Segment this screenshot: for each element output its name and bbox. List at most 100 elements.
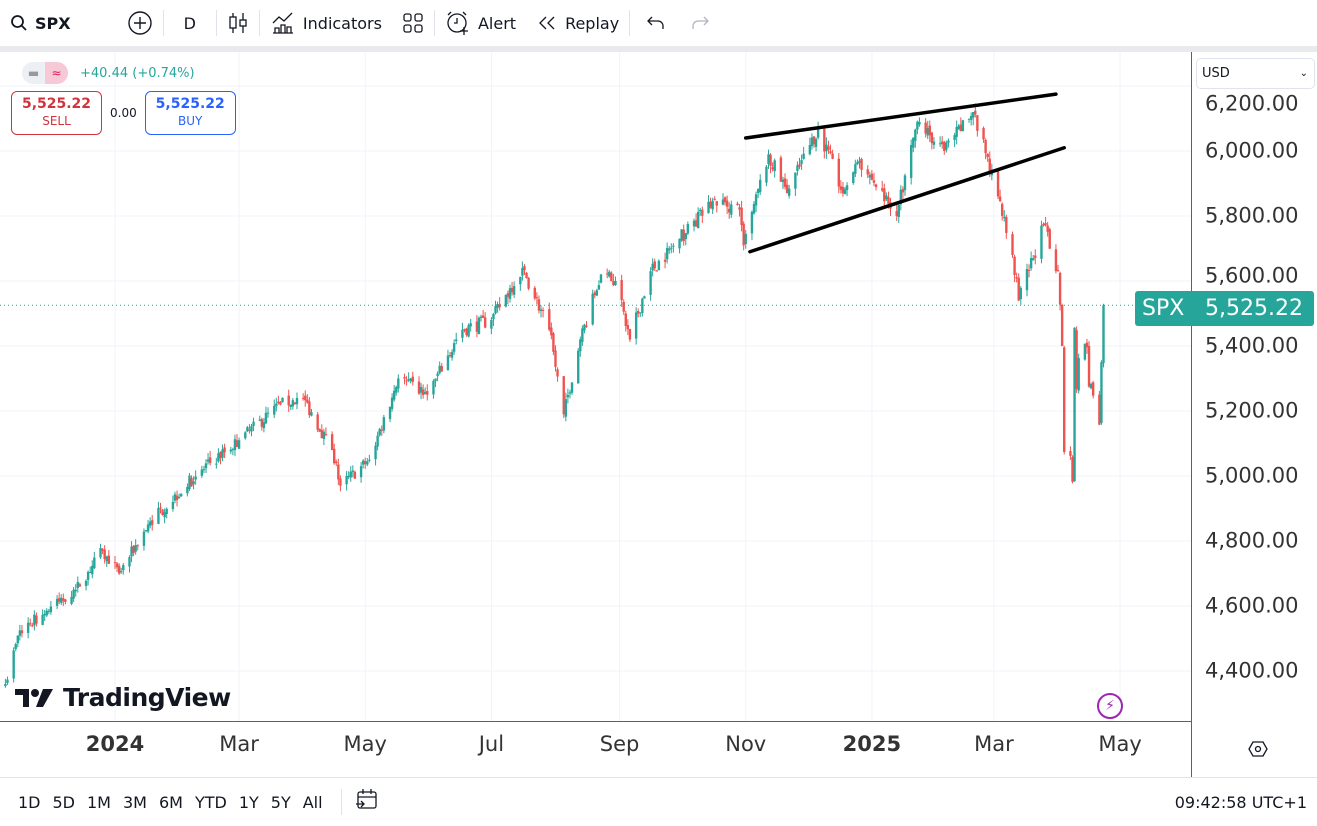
candle-body <box>883 188 886 202</box>
candle-body <box>146 524 150 532</box>
candle-body <box>368 459 371 461</box>
candle-body <box>337 464 340 480</box>
candle-body <box>1040 225 1043 259</box>
buy-button[interactable]: 5,525.22 BUY <box>144 91 236 135</box>
candle-body <box>1073 327 1076 482</box>
legend-toggle[interactable]: ▬ ≈ <box>22 62 68 84</box>
candle-body <box>382 417 386 431</box>
candle-body <box>754 194 758 206</box>
candle-body <box>142 531 146 546</box>
range-button-ytd[interactable]: YTD <box>194 792 227 812</box>
candle-body <box>248 429 251 431</box>
candle-body <box>810 137 814 147</box>
undo-button[interactable] <box>630 0 682 46</box>
candle-body <box>388 406 392 419</box>
candle-body <box>779 157 783 182</box>
candle-body <box>359 466 363 478</box>
candle-body <box>148 521 152 526</box>
redo-button[interactable] <box>682 0 718 46</box>
compare-symbol-button[interactable] <box>117 0 163 46</box>
candle-body <box>221 449 224 458</box>
toolbar-divider <box>0 46 1317 52</box>
candle-body <box>1011 234 1014 255</box>
candle-body <box>525 272 528 278</box>
lightning-button[interactable]: ⚡ <box>1097 693 1123 719</box>
candle-body <box>1058 272 1062 305</box>
range-button-3m[interactable]: 3M <box>122 792 147 812</box>
time-tick-label: Jul <box>478 732 505 756</box>
candle-body <box>407 378 410 381</box>
candle-body <box>1048 229 1051 249</box>
candle-body <box>120 571 123 573</box>
candle-body <box>612 281 615 286</box>
range-button-6m[interactable]: 6M <box>158 792 183 812</box>
templates-button[interactable] <box>392 0 434 46</box>
settings-hexagon-icon <box>1248 741 1268 757</box>
candle-body <box>626 325 630 330</box>
candle-body <box>752 203 756 214</box>
candle-body <box>250 426 253 432</box>
candle-body <box>417 381 421 394</box>
candle-body <box>35 615 38 624</box>
tradingview-logo: TradingView <box>15 683 231 712</box>
candle-body <box>448 354 452 356</box>
candle-body <box>70 596 73 604</box>
range-button-1d[interactable]: 1D <box>18 792 41 812</box>
candle-body <box>945 142 948 150</box>
candle-body <box>374 445 377 460</box>
candle-body <box>177 496 181 499</box>
candle-body <box>535 297 539 299</box>
sell-label: SELL <box>42 114 71 128</box>
range-button-all[interactable]: All <box>302 792 323 812</box>
candle-body <box>953 135 956 141</box>
candle-body <box>1100 362 1103 423</box>
candle-body <box>909 145 913 178</box>
sell-button[interactable]: 5,525.22 SELL <box>11 91 102 135</box>
candle-body <box>523 266 526 271</box>
axis-settings-button[interactable] <box>1248 740 1268 762</box>
candle-body <box>709 201 712 208</box>
chart-type-button[interactable] <box>217 0 259 46</box>
candle-body <box>657 260 661 271</box>
symbol-search-button[interactable]: SPX <box>0 0 81 46</box>
candle-body <box>130 546 133 557</box>
candle-body <box>179 494 183 497</box>
candle-body <box>750 211 754 234</box>
range-button-5d[interactable]: 5D <box>52 792 76 812</box>
candle-body <box>490 320 493 329</box>
interval-button[interactable]: D <box>164 0 216 46</box>
candle-body <box>794 172 797 189</box>
candle-body <box>595 290 599 296</box>
candle-body <box>506 293 510 297</box>
candle-body <box>64 599 67 602</box>
range-button-1y[interactable]: 1Y <box>238 792 259 812</box>
candle-body <box>310 412 313 416</box>
candle-body <box>785 184 789 194</box>
candle-body <box>701 209 704 216</box>
candle-body <box>504 294 508 307</box>
candle-body <box>730 204 733 215</box>
currency-select[interactable]: USD ⌄ <box>1196 58 1315 89</box>
candle-body <box>570 382 574 393</box>
candle-body <box>103 549 106 560</box>
candle-body <box>128 557 131 567</box>
candle-body <box>113 562 117 564</box>
alert-button[interactable]: Alert <box>435 0 526 46</box>
candle-body <box>353 471 357 479</box>
candle-body <box>916 121 919 130</box>
candle-body <box>771 167 774 170</box>
replay-button[interactable]: Replay <box>526 0 629 46</box>
range-button-5y[interactable]: 5Y <box>270 792 291 812</box>
goto-date-button[interactable] <box>354 787 380 817</box>
candle-body <box>1077 358 1080 391</box>
candle-body <box>117 565 121 574</box>
indicators-button[interactable]: Indicators <box>260 0 392 46</box>
candle-body <box>397 378 400 389</box>
candle-body <box>244 432 247 439</box>
clock[interactable]: 09:42:58 UTC+1 <box>1174 792 1307 812</box>
price-chart[interactable] <box>0 52 1317 721</box>
range-button-1m[interactable]: 1M <box>87 792 111 812</box>
candle-body <box>55 598 59 606</box>
candle-body <box>99 547 102 558</box>
candle-body <box>577 350 580 384</box>
